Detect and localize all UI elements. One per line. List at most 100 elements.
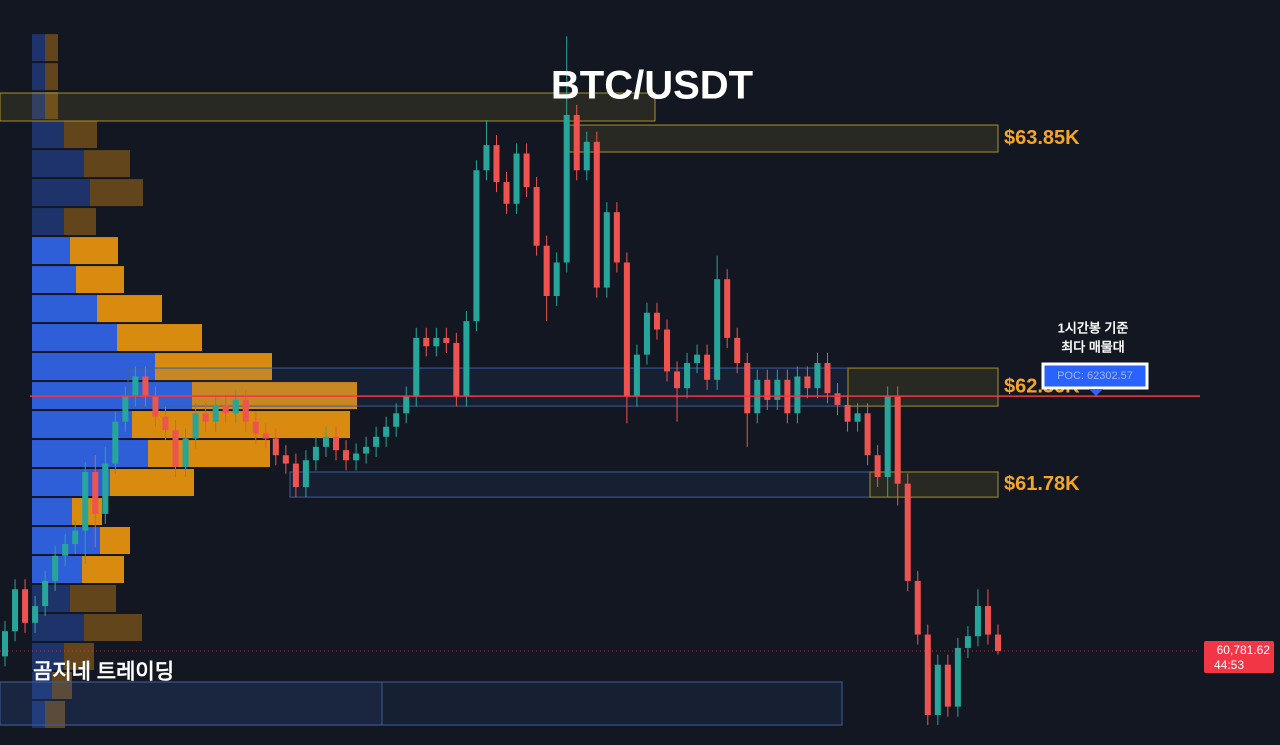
candle-body: [82, 471, 89, 531]
candle-body: [914, 580, 921, 635]
candle-body: [282, 455, 289, 464]
poc-note: 1시간봉 기준: [1058, 320, 1129, 335]
candle-body: [22, 589, 29, 623]
candle-body: [363, 446, 370, 454]
candle-body: [453, 342, 460, 397]
candle-body: [182, 438, 189, 467]
profile-buy: [32, 237, 70, 265]
candle-body: [944, 664, 951, 707]
candle-body: [774, 379, 781, 400]
candle-body: [1, 631, 9, 657]
candle-body: [553, 262, 560, 296]
candle-body: [353, 453, 360, 461]
poc-box: [1041, 362, 1149, 390]
profile-sell: [84, 614, 142, 642]
profile-sell: [90, 179, 143, 207]
profile-sell: [45, 700, 65, 728]
candle-body: [934, 664, 941, 715]
profile-buy: [32, 672, 52, 699]
candle-body: [473, 170, 480, 322]
candle-body: [403, 396, 410, 414]
candle-body: [974, 606, 981, 637]
candle-body: [92, 471, 99, 514]
profile-sell: [110, 469, 194, 497]
profile-buy: [32, 353, 155, 381]
candle-body: [423, 337, 430, 347]
candle-body: [383, 426, 390, 437]
candle-body: [844, 404, 851, 422]
candle-body: [573, 114, 580, 171]
profile-buy: [32, 295, 97, 323]
candle-body: [142, 376, 149, 397]
candle-body: [433, 337, 440, 347]
zone-box: [289, 471, 871, 498]
profile-buy: [32, 92, 45, 120]
profile-sell: [52, 672, 72, 699]
profile-buy: [32, 469, 110, 497]
profile-sell: [82, 556, 124, 584]
candle-body: [854, 413, 861, 422]
zone-label: $63.85K: [1004, 127, 1080, 149]
candle-body: [152, 396, 159, 417]
candle-body: [493, 145, 500, 183]
candle-body: [563, 114, 570, 263]
profile-buy: [32, 179, 90, 207]
candle-body: [202, 413, 209, 422]
candle-body: [463, 321, 470, 397]
candle-body: [52, 555, 59, 581]
volume-profile: [32, 34, 357, 728]
candle-body: [694, 354, 701, 364]
candle-body: [72, 530, 79, 545]
candle-body: [122, 396, 129, 422]
zone-box: [0, 681, 843, 726]
candle-body: [42, 580, 49, 607]
profile-buy: [32, 585, 70, 613]
zones: $63.85K$62.36K$61.78K: [0, 92, 1080, 726]
profile-buy: [32, 208, 64, 236]
candle-body: [302, 460, 309, 488]
zone-box: [869, 471, 999, 498]
profile-buy: [32, 643, 64, 671]
profile-buy: [32, 150, 84, 178]
candle-body: [894, 396, 901, 484]
candle-body: [332, 436, 340, 451]
profile-sell: [70, 237, 118, 265]
poc-note: 최다 매물대: [1061, 339, 1124, 354]
candle-body: [804, 376, 811, 389]
candle-body: [192, 413, 199, 439]
candle-body: [653, 312, 660, 330]
candle-body: [764, 379, 771, 400]
candle-body: [864, 413, 871, 456]
countdown: 44:53: [1214, 658, 1244, 672]
profile-sell: [45, 34, 58, 62]
candle-body: [794, 376, 801, 414]
profile-buy: [32, 324, 117, 352]
candle-body: [212, 404, 219, 422]
candle-body: [714, 279, 721, 380]
candle-body: [272, 438, 279, 456]
profile-sell: [155, 353, 272, 381]
candle-body: [734, 337, 741, 364]
candle-body: [964, 636, 971, 648]
candle-body: [222, 404, 229, 414]
profile-sell: [76, 266, 124, 294]
candle-body: [232, 399, 239, 414]
candle-body: [724, 279, 731, 338]
last-price-label: 60,781.62: [1217, 643, 1271, 657]
candle-body: [994, 634, 1002, 651]
profile-sell: [64, 643, 94, 671]
candle-body: [172, 430, 179, 467]
zone-box: [0, 92, 656, 122]
candle-body: [543, 245, 550, 296]
candle-body: [744, 363, 751, 414]
candle-body: [292, 463, 299, 488]
candle-body: [874, 455, 881, 478]
zone-box: [847, 367, 999, 407]
candle-body: [322, 436, 329, 447]
candle-body: [343, 450, 350, 461]
profile-buy: [32, 614, 84, 642]
candle-body: [132, 376, 139, 397]
zone-label: $61.78K: [1004, 473, 1080, 495]
last-price-tag: [1204, 641, 1274, 674]
zone-box: [0, 681, 383, 726]
